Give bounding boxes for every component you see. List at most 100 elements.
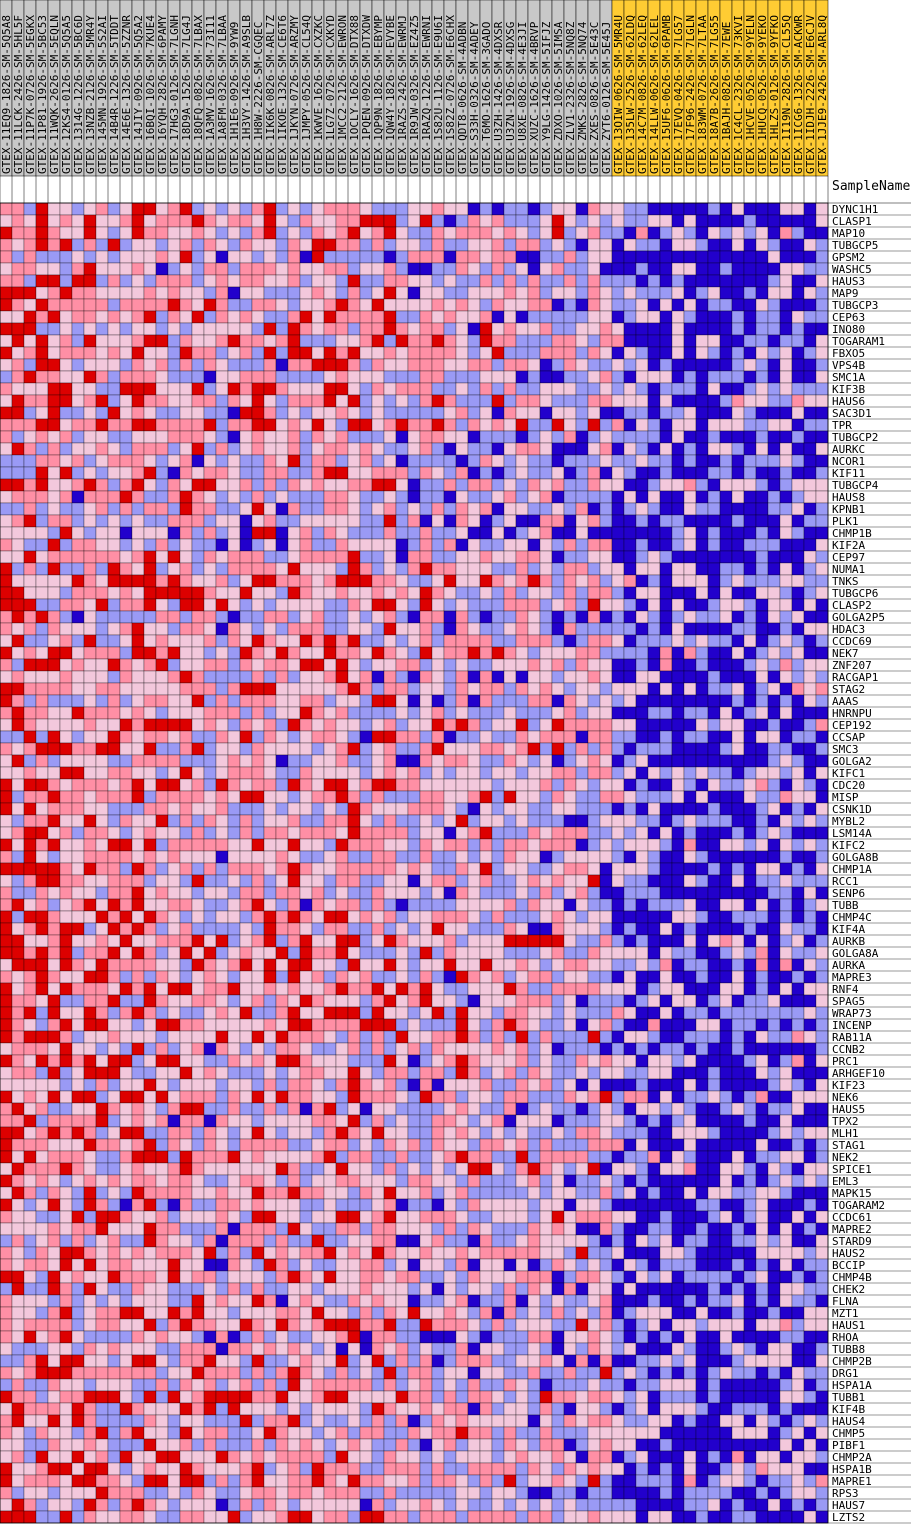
heatmap-cell (456, 563, 468, 575)
heatmap-cell (204, 359, 216, 371)
heatmap-cell (48, 707, 60, 719)
heatmap-cell (0, 599, 12, 611)
heatmap-cell (684, 575, 696, 587)
heatmap-cell (792, 887, 804, 899)
heatmap-cell (96, 683, 108, 695)
heatmap-cell (168, 455, 180, 467)
heatmap-cell (120, 275, 132, 287)
heatmap-cell (396, 611, 408, 623)
heatmap-cell (804, 407, 816, 419)
heatmap-cell (468, 443, 480, 455)
heatmap-cell (156, 203, 168, 215)
heatmap-cell (744, 623, 756, 635)
heatmap-cell (756, 383, 768, 395)
heatmap-cell (708, 803, 720, 815)
heatmap-cell (0, 635, 12, 647)
heatmap-cell (552, 743, 564, 755)
heatmap-cell (420, 947, 432, 959)
heatmap-cell (192, 683, 204, 695)
heatmap-cell (312, 503, 324, 515)
heatmap-cell (732, 383, 744, 395)
heatmap-cell (144, 347, 156, 359)
heatmap-cell (468, 407, 480, 419)
heatmap-cell (600, 935, 612, 947)
heatmap-cell (60, 635, 72, 647)
heatmap-cell (264, 551, 276, 563)
heatmap-cell (708, 923, 720, 935)
heatmap-cell (240, 347, 252, 359)
heatmap-cell (492, 347, 504, 359)
heatmap-cell (12, 239, 24, 251)
heatmap-cell (600, 563, 612, 575)
heatmap-cell (588, 995, 600, 1007)
heatmap-cell (528, 551, 540, 563)
heatmap-cell (264, 947, 276, 959)
heatmap-cell (144, 899, 156, 911)
heatmap-cell (144, 515, 156, 527)
heatmap-cell (612, 551, 624, 563)
heatmap-cell (420, 575, 432, 587)
heatmap-cell (576, 671, 588, 683)
heatmap-cell (648, 971, 660, 983)
heatmap-cell (204, 491, 216, 503)
heatmap-cell (744, 479, 756, 491)
heatmap-cell (204, 815, 216, 827)
heatmap-cell (636, 923, 648, 935)
heatmap-cell (336, 803, 348, 815)
heatmap-cell (312, 935, 324, 947)
heatmap-cell (348, 491, 360, 503)
heatmap-cell (60, 287, 72, 299)
heatmap-cell (540, 515, 552, 527)
heatmap-cell (768, 767, 780, 779)
heatmap-cell (60, 443, 72, 455)
heatmap-cell (384, 971, 396, 983)
heatmap-cell (780, 875, 792, 887)
heatmap-cell (600, 359, 612, 371)
heatmap-cell (312, 299, 324, 311)
heatmap-cell (492, 551, 504, 563)
heatmap-cell (312, 1019, 324, 1031)
heatmap-cell (300, 995, 312, 1007)
heatmap-cell (456, 803, 468, 815)
heatmap-cell (264, 287, 276, 299)
heatmap-cell (564, 731, 576, 743)
heatmap-cell (552, 839, 564, 851)
heatmap-cell (648, 743, 660, 755)
heatmap-cell (12, 551, 24, 563)
heatmap-cell (264, 443, 276, 455)
heatmap-cell (300, 623, 312, 635)
heatmap-cell (768, 803, 780, 815)
heatmap-cell (324, 323, 336, 335)
heatmap-cell (108, 455, 120, 467)
heatmap-cell (816, 419, 828, 431)
heatmap-cell (708, 887, 720, 899)
heatmap-cell (84, 875, 96, 887)
heatmap-cell (180, 323, 192, 335)
heatmap-cell (756, 731, 768, 743)
heatmap-cell (276, 935, 288, 947)
heatmap-cell (504, 743, 516, 755)
heatmap-cell (156, 791, 168, 803)
heatmap-cell (252, 587, 264, 599)
heatmap-cell (780, 947, 792, 959)
heatmap-cell (24, 311, 36, 323)
heatmap-cell (132, 551, 144, 563)
heatmap-cell (228, 443, 240, 455)
heatmap-cell (168, 479, 180, 491)
heatmap-cell (480, 803, 492, 815)
heatmap-cell (372, 815, 384, 827)
heatmap-cell (396, 935, 408, 947)
heatmap-cell (336, 395, 348, 407)
heatmap-cell (564, 587, 576, 599)
heatmap-cell (108, 851, 120, 863)
heatmap-cell (660, 491, 672, 503)
heatmap-cell (396, 551, 408, 563)
heatmap-cell (384, 467, 396, 479)
heatmap-cell (216, 935, 228, 947)
heatmap-cell (348, 587, 360, 599)
heatmap-cell (72, 359, 84, 371)
heatmap-cell (0, 791, 12, 803)
heatmap-cell (792, 419, 804, 431)
heatmap-cell (468, 755, 480, 767)
heatmap-cell (696, 263, 708, 275)
